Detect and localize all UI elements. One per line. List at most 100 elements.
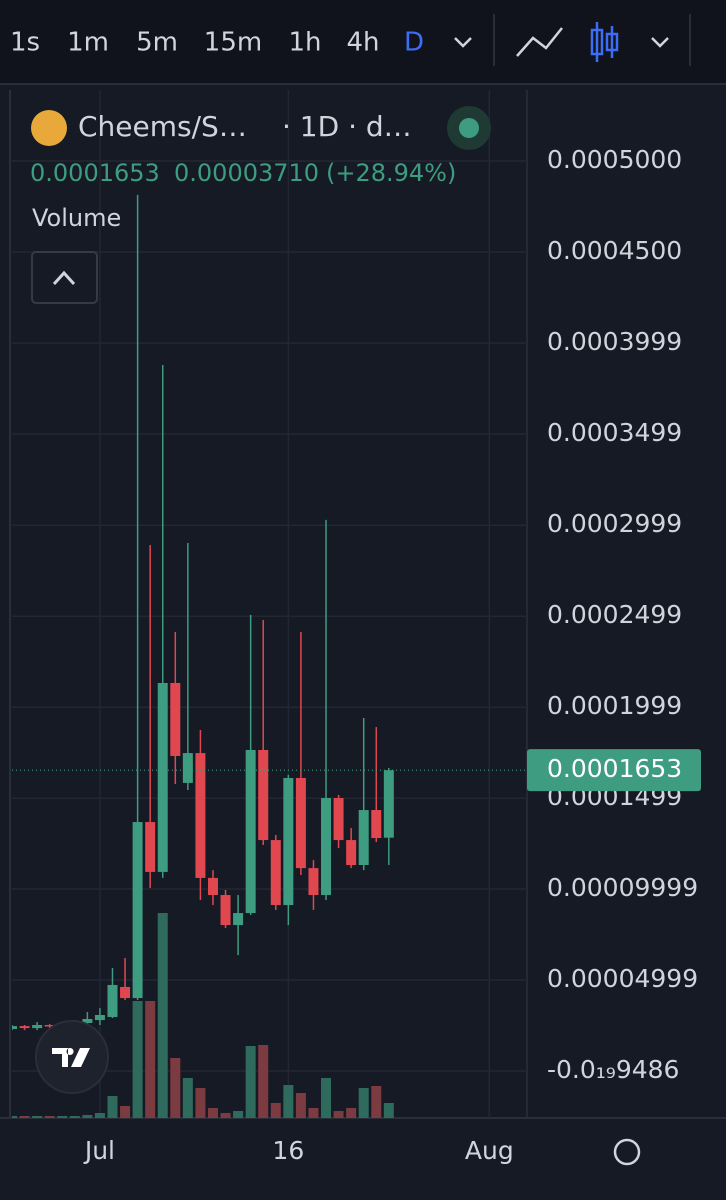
volume-bar	[120, 1106, 131, 1118]
volume-bar	[157, 913, 168, 1118]
volume-bar	[182, 1078, 193, 1118]
chevron-up	[52, 270, 76, 286]
plot	[12, 194, 527, 1118]
candle-body	[157, 682, 168, 872]
volume-bar	[321, 1078, 332, 1118]
volume-bar	[82, 1115, 93, 1118]
x-tick-label: Jul	[83, 1136, 115, 1165]
candle-body	[295, 778, 306, 869]
candle-body	[19, 1026, 30, 1029]
y-tick-label: 0.0005000	[547, 145, 682, 174]
axes: 0.0005000 0.0004500 0.0003999 0.0003499 0.00…	[83, 145, 701, 1165]
candle-body	[383, 770, 394, 838]
change: 0.00003710	[174, 159, 319, 187]
grid	[12, 90, 527, 1118]
interval-menu[interactable]	[454, 37, 472, 48]
candle-body	[371, 810, 382, 839]
candle-body	[283, 778, 294, 906]
y-tick-label: 0.00004999	[547, 964, 698, 993]
candle-body	[258, 749, 269, 841]
change-percent: (+28.94%)	[326, 159, 456, 187]
volume-bar	[333, 1111, 344, 1118]
candle-body	[182, 753, 193, 783]
volume-bar	[245, 1046, 256, 1118]
candle-body	[233, 913, 244, 926]
x-tick-label: Aug	[465, 1136, 514, 1165]
candle-body	[346, 840, 357, 866]
candle-body	[358, 810, 369, 866]
settings[interactable]	[613, 1138, 641, 1166]
volume-bar	[358, 1088, 369, 1118]
interval: · 1D · d…	[282, 110, 412, 143]
symbol: Cheems/S…	[78, 110, 247, 143]
price-tag	[527, 749, 701, 792]
candle-body	[270, 840, 281, 906]
candle-body	[82, 1018, 93, 1023]
volume-title: Volume	[32, 204, 121, 232]
candle-body	[32, 1024, 43, 1029]
volume-bar	[69, 1116, 80, 1118]
volume-bar	[258, 1045, 269, 1118]
candle-body	[132, 822, 143, 999]
line-chart-button[interactable]	[516, 27, 563, 57]
status-dot	[459, 118, 479, 138]
price-tag-label: 0.0001653	[547, 754, 682, 783]
y-tick-label: 0.0002499	[547, 600, 682, 629]
volume-bar	[170, 1058, 181, 1118]
volume-bar	[107, 1096, 118, 1118]
candle-body	[94, 1014, 105, 1021]
volume-bar	[12, 1116, 17, 1118]
volume-bar	[220, 1113, 231, 1118]
candle-body	[321, 798, 332, 896]
volume-bar	[346, 1108, 357, 1118]
volume-bar	[44, 1116, 55, 1118]
interval-button[interactable]: 15m	[204, 28, 262, 58]
candle-body	[12, 1026, 17, 1029]
volume-bar	[132, 1001, 143, 1118]
volume-bar	[94, 1113, 105, 1118]
volume-bar	[371, 1086, 382, 1118]
candle-body	[333, 798, 344, 841]
interval-button[interactable]: 4h	[346, 28, 379, 58]
chart-type-menu[interactable]	[651, 37, 669, 48]
volume-bar	[233, 1111, 244, 1118]
y-tick-label: 0.0003999	[547, 327, 682, 356]
last-price: 0.0001653	[30, 159, 160, 187]
candle-chart-button[interactable]	[590, 22, 619, 62]
x-tick-label: 16	[272, 1136, 304, 1165]
interval-button[interactable]: 5m	[136, 28, 178, 58]
volume-bar	[270, 1103, 281, 1118]
volume-bar	[283, 1085, 294, 1118]
volume-bar	[19, 1116, 30, 1118]
volume-bar	[295, 1093, 306, 1118]
candle-body	[308, 868, 319, 896]
interval-button[interactable]: 1m	[67, 28, 109, 58]
y-tick-label: 0.0001999	[547, 691, 682, 720]
y-tick-label: 0.0002999	[547, 509, 682, 538]
candle-body	[107, 984, 118, 1017]
symbol-icon	[31, 110, 67, 146]
y-tick-label: 0.0003499	[547, 418, 682, 447]
volume-bar	[145, 1001, 156, 1118]
volume-bar	[308, 1108, 319, 1118]
logo[interactable]	[35, 1020, 109, 1094]
candle-body	[245, 749, 256, 914]
volume-bar	[383, 1103, 394, 1118]
interval-button[interactable]: D	[404, 28, 424, 58]
logo-mark	[52, 1048, 90, 1067]
candle-body	[195, 753, 206, 878]
collapse-button[interactable]	[31, 251, 98, 304]
volume-bar	[195, 1088, 206, 1118]
y-tick-label: -0.0₁₉9486	[547, 1055, 679, 1084]
volume-bar	[207, 1108, 218, 1118]
candle-body	[170, 682, 181, 756]
volume-bar	[32, 1116, 43, 1118]
interval-button[interactable]: 1s	[10, 28, 40, 58]
y-tick-label: 0.0004500	[547, 236, 682, 265]
interval-button[interactable]: 1h	[288, 28, 321, 58]
toolbar	[0, 0, 726, 84]
candle-body	[145, 822, 156, 872]
candle-body	[120, 986, 131, 999]
